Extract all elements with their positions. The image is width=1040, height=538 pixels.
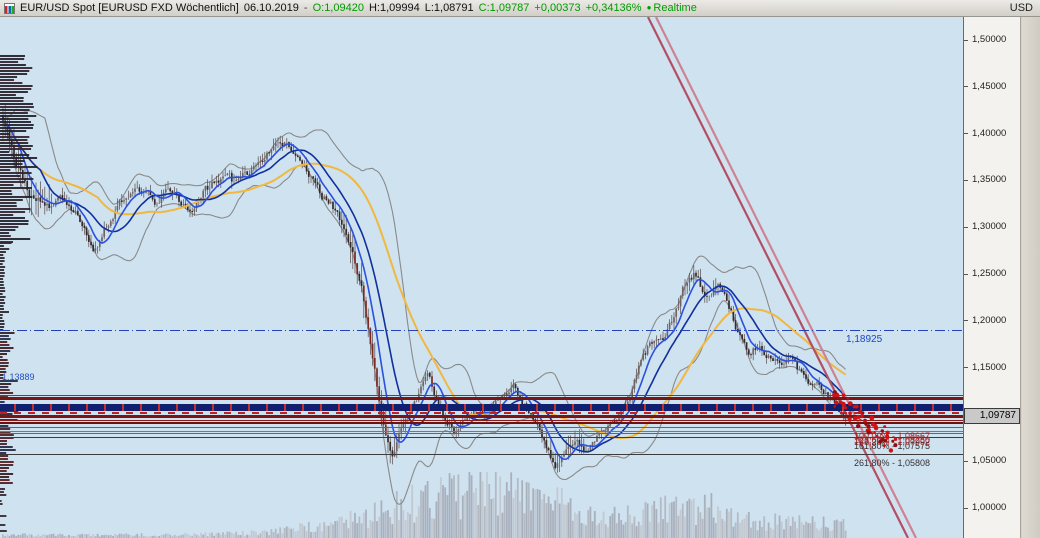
realtime-label: Realtime bbox=[653, 2, 697, 14]
ohlc-low: L:1,08791 bbox=[424, 1, 474, 14]
fib-level-label: 123,60% - 1,08250 bbox=[853, 434, 930, 445]
bollinger-bands bbox=[2, 108, 847, 505]
ohlc-open: O:1,09420 bbox=[312, 1, 364, 14]
support-line-thick[interactable] bbox=[0, 415, 963, 419]
support-band-navy[interactable] bbox=[0, 403, 963, 411]
left-price-label: 1,13889 bbox=[2, 372, 35, 382]
axis-price-label: 1,30000 bbox=[972, 221, 1007, 233]
axis-tick bbox=[964, 39, 968, 41]
axis-tick bbox=[964, 320, 968, 322]
axis-price-label: 1,05000 bbox=[972, 455, 1007, 467]
axis-tick bbox=[964, 273, 968, 275]
realtime-indicator: ● Realtime bbox=[647, 0, 697, 17]
axis-price-label: 1,45000 bbox=[972, 80, 1007, 92]
price-alert-line[interactable] bbox=[0, 330, 963, 332]
axis-price-label: 1,25000 bbox=[972, 268, 1007, 279]
ohlc-high: H:1,09994 bbox=[368, 1, 420, 14]
change-absolute: +0,00373 bbox=[534, 1, 581, 14]
axis-price-label: 1,20000 bbox=[972, 314, 1007, 326]
resistance-line-thick[interactable] bbox=[0, 397, 963, 400]
volume-bars bbox=[2, 472, 847, 538]
axis-price-label: 1,50000 bbox=[972, 34, 1007, 45]
fib-level-line-161,80%[interactable] bbox=[0, 437, 963, 439]
chart-window-icon bbox=[4, 2, 15, 14]
axis-tick bbox=[964, 460, 968, 462]
price-axis[interactable]: 1,09787 1,50000 1,45000 1,40000 1,35000 1,30… bbox=[963, 17, 1020, 538]
axis-tick bbox=[964, 133, 968, 135]
axis-price-label: 1,00000 bbox=[972, 502, 1007, 513]
axis-price-label: 1,40000 bbox=[972, 127, 1007, 139]
axis-tick bbox=[964, 367, 968, 369]
fib-level-label: 100,00% - 1,08667 bbox=[853, 430, 930, 441]
axis-currency-label: USD bbox=[1009, 1, 1033, 14]
realtime-bullet-icon: ● bbox=[646, 3, 652, 12]
alert-price-label: 1,18925 bbox=[846, 333, 883, 345]
axis-tick bbox=[964, 226, 968, 228]
volume-profile bbox=[0, 55, 38, 532]
header-separator: - bbox=[303, 1, 308, 14]
axis-price-label: 1,15000 bbox=[972, 361, 1007, 373]
chart-header-bar: EUR/USD Spot [EURUSD FXD Wöchentlich] 06… bbox=[0, 0, 1040, 17]
axis-tick bbox=[964, 179, 968, 181]
signal-line-dashed[interactable] bbox=[0, 411, 963, 414]
scrollbar-track[interactable] bbox=[1022, 17, 1040, 538]
axis-price-label: 1,35000 bbox=[972, 174, 1007, 186]
change-percent: +0,34136% bbox=[585, 1, 642, 14]
ohlc-close: C:1,09787 bbox=[478, 1, 530, 14]
fib-level-line-100,00%[interactable] bbox=[0, 426, 963, 428]
downtrend-channel[interactable] bbox=[647, 17, 917, 538]
fib-level-line-123,60%[interactable] bbox=[0, 430, 963, 432]
support-line-lower[interactable] bbox=[0, 422, 963, 425]
chart-plot-area[interactable]: 1,18925 1,13889 100,00% - 1,08667 123,60%… bbox=[0, 17, 963, 538]
instrument-title: EUR/USD Spot [EURUSD FXD Wöchentlich] bbox=[20, 1, 239, 14]
vertical-scrollbar[interactable] bbox=[1020, 17, 1040, 538]
bar-date: 06.10.2019 bbox=[243, 1, 299, 14]
fib-level-label: 161,80% - 1,07575 bbox=[853, 441, 930, 452]
axis-tick bbox=[964, 86, 968, 88]
resistance-line-upper[interactable] bbox=[0, 394, 963, 396]
fib-level-label: 261,80% - 1,05808 bbox=[853, 457, 930, 468]
support-line-thin[interactable] bbox=[0, 419, 963, 421]
current-price-box: 1,09787 bbox=[964, 407, 1020, 424]
fib-level-line-261,80%[interactable] bbox=[0, 453, 963, 455]
fib-level-line-138,20%[interactable] bbox=[0, 433, 963, 435]
axis-tick bbox=[964, 507, 968, 509]
